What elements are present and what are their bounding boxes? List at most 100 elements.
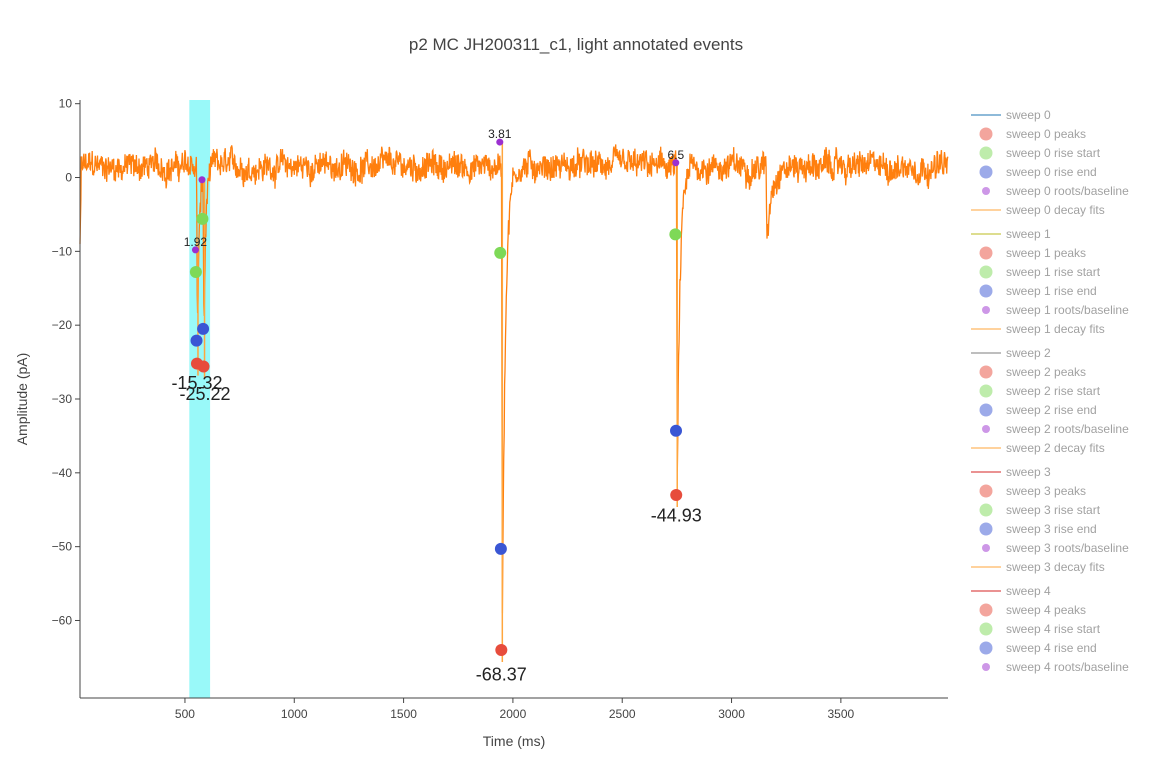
legend-item[interactable]: sweep 2 rise start xyxy=(979,384,1101,398)
legend-item[interactable]: sweep 1 roots/baseline xyxy=(982,303,1129,317)
y-tick-label: −40 xyxy=(52,466,73,480)
rise-end-marker xyxy=(670,424,683,437)
legend-label: sweep 0 rise start xyxy=(1006,146,1101,160)
rise-start-marker xyxy=(196,212,209,225)
legend-swatch-marker xyxy=(979,384,993,398)
y-tick-label: −10 xyxy=(52,244,73,258)
signal-trace-line xyxy=(79,144,949,614)
legend-item[interactable]: sweep 0 rise start xyxy=(979,146,1101,160)
plot-area[interactable]: -15.32-25.22 -68.37 -44.93 1.92 3.81 6.5 xyxy=(79,100,949,698)
legend-label: sweep 1 decay fits xyxy=(1006,322,1105,336)
x-axis-title: Time (ms) xyxy=(483,733,545,749)
legend-swatch-marker xyxy=(979,603,993,617)
legend-item[interactable]: sweep 3 roots/baseline xyxy=(982,541,1129,555)
data-label: -44.93 xyxy=(651,506,702,526)
legend-label: sweep 3 peaks xyxy=(1006,484,1086,498)
chart-title: p2 MC JH200311_c1, light annotated event… xyxy=(409,35,743,54)
x-tick-label: 3000 xyxy=(718,707,745,721)
legend-label: sweep 2 roots/baseline xyxy=(1006,422,1129,436)
legend-label: sweep 1 xyxy=(1006,227,1051,241)
legend-item[interactable]: sweep 0 decay fits xyxy=(971,203,1105,217)
legend-item[interactable]: sweep 0 roots/baseline xyxy=(982,184,1129,198)
legend-item[interactable]: sweep 3 peaks xyxy=(979,484,1087,498)
legend-item[interactable]: sweep 3 decay fits xyxy=(971,560,1105,574)
legend-item[interactable]: sweep 1 xyxy=(971,227,1051,241)
rise-start-marker xyxy=(189,266,202,279)
legend-item[interactable]: sweep 4 rise start xyxy=(979,622,1101,636)
legend-item[interactable]: sweep 1 rise start xyxy=(979,265,1101,279)
x-tick-label: 1500 xyxy=(390,707,417,721)
legend-label: sweep 2 decay fits xyxy=(1006,441,1105,455)
legend-swatch-marker xyxy=(982,187,990,195)
legend-label: sweep 1 peaks xyxy=(1006,246,1086,260)
legend-swatch-marker xyxy=(982,425,990,433)
x-tick-label: 1000 xyxy=(281,707,308,721)
axes: 10 0 −10 −20 −30 −40 −50 −60 500 1000 1500 2000 2500… xyxy=(52,97,948,721)
legend-swatch-marker xyxy=(979,284,993,298)
legend-item[interactable]: sweep 3 rise end xyxy=(979,522,1097,536)
peak-marker xyxy=(670,488,683,501)
root-baseline-marker xyxy=(672,159,680,167)
legend-item[interactable]: sweep 4 rise end xyxy=(979,641,1097,655)
x-tick-label: 3500 xyxy=(828,707,855,721)
legend-label: sweep 2 xyxy=(1006,346,1051,360)
root-baseline-marker xyxy=(198,176,206,184)
legend-item[interactable]: sweep 1 rise end xyxy=(979,284,1097,298)
y-tick-label: 0 xyxy=(65,171,72,185)
legend-item[interactable]: sweep 4 roots/baseline xyxy=(982,660,1129,674)
legend-item[interactable]: sweep 0 xyxy=(971,108,1051,122)
x-tick-label: 2000 xyxy=(500,707,527,721)
legend-item[interactable]: sweep 2 decay fits xyxy=(971,441,1105,455)
legend-swatch-marker xyxy=(982,306,990,314)
legend-swatch-marker xyxy=(979,165,993,179)
legend-label: sweep 4 xyxy=(1006,584,1051,598)
data-label: 1.92 xyxy=(184,235,208,249)
legend-item[interactable]: sweep 1 peaks xyxy=(979,246,1087,260)
x-tick-label: 2500 xyxy=(609,707,636,721)
legend-label: sweep 0 xyxy=(1006,108,1051,122)
legend-item[interactable]: sweep 2 peaks xyxy=(979,365,1087,379)
legend-label: sweep 4 rise start xyxy=(1006,622,1101,636)
y-tick-label: −50 xyxy=(52,540,73,554)
legend-item[interactable]: sweep 4 peaks xyxy=(979,603,1087,617)
legend-item[interactable]: sweep 1 decay fits xyxy=(971,322,1105,336)
legend-swatch-marker xyxy=(982,544,990,552)
rise-end-marker xyxy=(197,322,210,335)
legend-swatch-marker xyxy=(979,641,993,655)
legend-swatch-marker xyxy=(979,622,993,636)
legend-item[interactable]: sweep 2 roots/baseline xyxy=(982,422,1129,436)
y-tick-label: −20 xyxy=(52,318,73,332)
legend-label: sweep 4 peaks xyxy=(1006,603,1086,617)
legend-label: sweep 3 xyxy=(1006,465,1051,479)
legend[interactable]: sweep 0 sweep 0 peaks sweep 0 rise start sw… xyxy=(971,108,1129,674)
legend-label: sweep 3 rise start xyxy=(1006,503,1101,517)
x-tick-label: 500 xyxy=(175,707,195,721)
legend-label: sweep 4 roots/baseline xyxy=(1006,660,1129,674)
legend-label: sweep 2 rise start xyxy=(1006,384,1101,398)
legend-label: sweep 0 decay fits xyxy=(1006,203,1105,217)
y-tick-label: −60 xyxy=(52,613,73,627)
legend-item[interactable]: sweep 2 rise end xyxy=(979,403,1097,417)
legend-item[interactable]: sweep 0 peaks xyxy=(979,127,1087,141)
legend-item[interactable]: sweep 0 rise end xyxy=(979,165,1097,179)
legend-label: sweep 3 roots/baseline xyxy=(1006,541,1129,555)
legend-swatch-marker xyxy=(979,403,993,417)
legend-item[interactable]: sweep 3 xyxy=(971,465,1051,479)
legend-label: sweep 3 rise end xyxy=(1006,522,1097,536)
legend-item[interactable]: sweep 4 xyxy=(971,584,1051,598)
legend-label: sweep 1 rise end xyxy=(1006,284,1097,298)
legend-label: sweep 2 rise end xyxy=(1006,403,1097,417)
legend-item[interactable]: sweep 3 rise start xyxy=(979,503,1101,517)
legend-swatch-marker xyxy=(979,522,993,536)
rise-start-marker xyxy=(494,246,507,259)
y-tick-label: 10 xyxy=(59,97,73,111)
legend-label: sweep 0 rise end xyxy=(1006,165,1097,179)
legend-swatch-marker xyxy=(979,146,993,160)
legend-swatch-marker xyxy=(979,127,993,141)
legend-item[interactable]: sweep 2 xyxy=(971,346,1051,360)
legend-label: sweep 1 rise start xyxy=(1006,265,1101,279)
rise-end-marker xyxy=(190,334,203,347)
legend-swatch-marker xyxy=(979,503,993,517)
legend-swatch-marker xyxy=(979,484,993,498)
